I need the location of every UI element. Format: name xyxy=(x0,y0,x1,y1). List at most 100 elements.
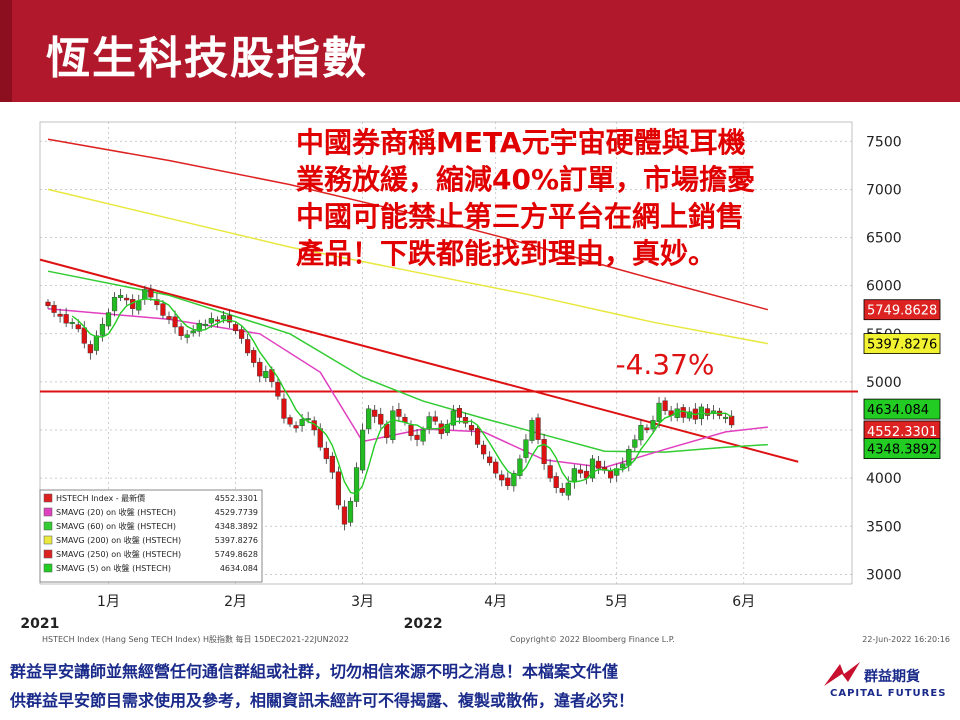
candle xyxy=(644,427,650,431)
price-tag-label: 5749.8628 xyxy=(867,304,937,319)
candle xyxy=(45,301,51,307)
year-label: 2021 xyxy=(20,616,59,632)
candle xyxy=(124,297,130,301)
commentary-line: 中國可能禁止第三方平台在網上銷售 xyxy=(296,200,745,233)
candle xyxy=(238,329,245,339)
timestamp-label: 22-Jun-2022 16:20:16 xyxy=(862,635,950,644)
disclaimer-line: 供群益早安節目需求使用及參考，相關資訊未經許可不得揭露、複製或散佈，違者必究！ xyxy=(10,691,635,710)
candle xyxy=(493,461,499,474)
candle xyxy=(154,299,160,306)
candle xyxy=(166,316,172,320)
candle xyxy=(51,304,57,313)
x-tick-label: 5月 xyxy=(605,594,628,610)
legend-series-value: 4348.3892 xyxy=(215,522,258,531)
candle xyxy=(487,456,493,463)
candle xyxy=(111,296,118,312)
legend-swatch xyxy=(43,493,53,503)
candle xyxy=(142,289,148,300)
sma60-line xyxy=(47,270,768,453)
candle xyxy=(408,424,414,436)
legend-series-name: SMAVG (60) on 收盤 (HSTECH) xyxy=(56,521,176,531)
candle xyxy=(251,350,257,363)
candle xyxy=(432,416,438,422)
candle xyxy=(287,417,293,425)
price-tag-label: 4348.3892 xyxy=(867,443,937,458)
candle xyxy=(93,335,100,351)
candle xyxy=(366,408,372,430)
candle xyxy=(620,463,626,469)
candle xyxy=(353,467,360,502)
candle xyxy=(136,300,142,311)
candle xyxy=(281,398,287,419)
legend-series-name: HSTECH Index - 最新價 xyxy=(56,493,145,503)
candle xyxy=(456,408,463,418)
candle xyxy=(474,428,481,445)
disclaimer-line: 群益早安講師並無經營任何通信群組或社群，切勿相信來源不明之消息！本檔案文件僅 xyxy=(10,662,619,681)
candle xyxy=(420,429,426,442)
source-label: HSTECH Index (Hang Seng TECH Index) H股指數… xyxy=(42,634,349,644)
candle xyxy=(626,449,632,466)
candle xyxy=(450,410,456,426)
candle xyxy=(69,321,75,324)
candle xyxy=(444,424,450,433)
candle xyxy=(553,476,559,488)
y-tick-label: 3500 xyxy=(866,519,902,535)
sma5-line xyxy=(71,298,732,495)
candle xyxy=(196,322,202,332)
candle xyxy=(99,323,106,336)
candle xyxy=(172,316,178,328)
header-bar: 恆生科技股指數 xyxy=(0,0,960,102)
disclaimer: 群益早安講師並無經營任何通信群組或社群，切勿相信來源不明之消息！本檔案文件僅 供… xyxy=(10,657,810,715)
y-tick-label: 6500 xyxy=(866,231,902,247)
candle xyxy=(468,424,475,431)
legend-swatch xyxy=(43,549,53,559)
candle xyxy=(57,313,63,317)
commentary: 中國券商稱META元宇宙硬體與耳機 業務放緩，縮減40%訂單，市場擔憂 中國可能… xyxy=(296,124,826,272)
candle xyxy=(81,327,87,344)
commentary-line: 業務放緩，縮減40%訂單，市場擔憂 xyxy=(296,163,756,196)
sma250-line xyxy=(47,138,769,311)
candle xyxy=(148,289,154,298)
commentary-line: 中國券商稱META元宇宙硬體與耳機 xyxy=(296,126,746,159)
candle xyxy=(680,407,686,418)
commentary-line: 產品！下跌都能找到理由，真妙。 xyxy=(296,237,717,270)
price-tag-label: 4634.084 xyxy=(867,403,929,418)
candle xyxy=(650,420,656,430)
candle xyxy=(662,400,668,411)
price-tag-label: 4552.3301 xyxy=(867,425,937,440)
logo-text-cn: 群益期貨 xyxy=(864,669,920,685)
year-label: 2022 xyxy=(404,616,443,632)
candle xyxy=(396,409,402,417)
candle xyxy=(335,471,342,506)
candle xyxy=(329,455,335,473)
legend-swatch xyxy=(43,535,53,545)
price-tag xyxy=(863,333,941,354)
copyright-label: Copyright© 2022 Bloomberg Finance L.P. xyxy=(510,635,675,644)
candle xyxy=(275,382,281,397)
candle xyxy=(547,465,553,479)
candle xyxy=(505,477,511,487)
y-tick-label: 6000 xyxy=(866,279,902,295)
sma20-line xyxy=(47,307,768,469)
candle xyxy=(723,416,729,419)
legend-box xyxy=(39,489,263,583)
price-tag xyxy=(863,299,941,321)
candle xyxy=(257,361,263,377)
candle xyxy=(559,488,565,493)
candle xyxy=(426,416,432,429)
candle xyxy=(577,469,584,474)
percent-change-annotation: -4.37% xyxy=(615,348,714,381)
candle xyxy=(589,458,596,479)
logo-text-en: CAPITAL FUTURES xyxy=(830,688,947,699)
candle xyxy=(565,482,571,496)
candle xyxy=(372,409,378,417)
legend-series-value: 5749.8628 xyxy=(215,550,258,559)
candle xyxy=(481,444,487,455)
candle xyxy=(293,425,299,429)
candle xyxy=(317,428,323,448)
page-title: 恆生科技股指數 xyxy=(46,33,368,84)
legend-series-value: 4552.3301 xyxy=(215,494,258,503)
candle xyxy=(729,415,735,426)
price-tag-label: 5397.8276 xyxy=(867,338,937,353)
header-accent xyxy=(0,0,12,102)
